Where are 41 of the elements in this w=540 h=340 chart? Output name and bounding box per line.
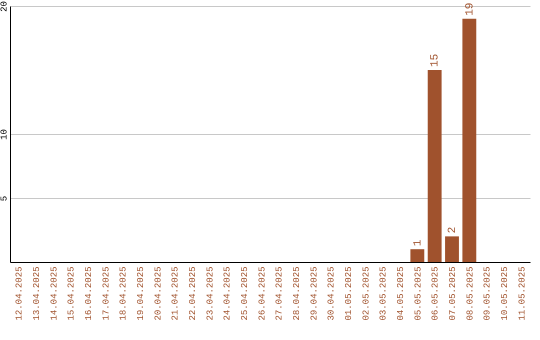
x-tick-label: 28.04.2025 [292, 266, 302, 321]
data-label: 19 [464, 2, 476, 16]
y-tick-label: 10 [0, 129, 10, 140]
x-tick-label: 19.04.2025 [136, 266, 146, 321]
x-tick-label: 17.04.2025 [101, 266, 112, 321]
data-label: 2 [447, 226, 459, 234]
x-tick-label: 20.04.2025 [153, 266, 164, 321]
x-tick-label: 29.04.2025 [309, 266, 320, 321]
x-tick-label: 30.04.2025 [326, 266, 337, 321]
x-tick-label: 10.05.2025 [500, 266, 510, 321]
x-tick-label: 07.05.2025 [448, 266, 458, 321]
data-label: 15 [430, 54, 442, 67]
x-tick-label: 18.04.2025 [118, 266, 129, 321]
x-tick-label: 09.05.2025 [482, 266, 493, 321]
x-tick-label: 22.04.2025 [188, 266, 198, 321]
bar [462, 18, 476, 262]
x-tick-label: 11.05.2025 [517, 266, 528, 321]
data-label: 1 [412, 239, 424, 246]
x-tick-label: 15.04.2025 [66, 266, 77, 321]
y-tick-label: 20 [0, 1, 10, 12]
x-tick-label: 25.04.2025 [240, 266, 250, 321]
x-tick-label: 03.05.2025 [378, 266, 389, 321]
bar [428, 70, 442, 262]
x-tick-label: 21.04.2025 [170, 266, 181, 321]
x-tick-label: 24.04.2025 [222, 266, 233, 321]
x-tick-label: 05.05.2025 [413, 266, 424, 321]
x-tick-label: 16.04.2025 [84, 266, 94, 321]
x-tick-label: 02.05.2025 [361, 266, 372, 321]
x-tick-label: 27.04.2025 [274, 266, 285, 321]
bar [410, 249, 424, 262]
x-tick-label: 23.04.2025 [205, 266, 216, 321]
x-tick-label: 12.04.2025 [14, 266, 25, 321]
x-tick-label: 26.04.2025 [257, 266, 268, 321]
x-tick-label: 14.04.2025 [49, 266, 60, 321]
x-tick-label: 06.05.2025 [430, 266, 441, 321]
x-tick-label: 13.04.2025 [32, 266, 42, 321]
x-tick-label: 08.05.2025 [465, 266, 476, 321]
x-tick-label: 01.05.2025 [344, 266, 354, 321]
x-tick-label: 04.05.2025 [396, 266, 406, 321]
bar [445, 236, 459, 262]
y-tick-label: 5 [0, 196, 10, 202]
